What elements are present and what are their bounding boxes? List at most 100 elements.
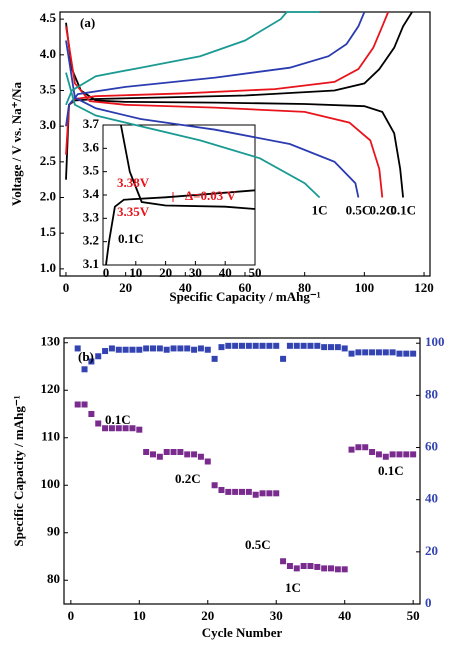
y-tick-label: 120 [41,381,61,396]
data-point [102,425,109,432]
data-point [239,488,245,495]
data-point [122,346,129,353]
data-line [105,124,256,266]
data-point [328,565,334,572]
data-point [211,482,218,489]
data-point [334,566,341,573]
y-tick-label: 3.1 [83,256,99,271]
data-point [143,345,150,352]
data-point [163,346,170,353]
data-point [293,565,300,572]
y-tick-label: 3.2 [83,233,99,248]
data-point [362,444,369,451]
data-point [266,490,273,497]
data-point [74,345,81,352]
y-tick-label: 3.5 [83,163,100,178]
y2-tick-label: 20 [425,543,438,558]
x-tick-label: 120 [414,280,434,295]
data-point [273,342,280,349]
y2-tick-label: 60 [425,439,438,454]
annotation: 0.1C [105,412,131,427]
x-tick-label: 30 [270,608,283,623]
x-tick-label: 100 [355,280,375,295]
y-tick-label: 4.0 [40,46,56,61]
y-tick-label: 3.0 [40,117,56,132]
data-point [334,344,341,351]
y2-tick-label: 40 [425,491,438,506]
data-point [314,563,321,570]
data-point [245,488,252,495]
data-point [396,350,403,357]
data-point [95,353,102,360]
data-point [218,487,225,493]
y-tick-label: 3.5 [40,81,57,96]
x-tick-label: 80 [298,280,311,295]
data-point [156,453,163,460]
x-tick-label: 0 [68,608,75,623]
data-point [232,488,239,495]
data-point [108,425,115,432]
data-point [170,449,177,455]
data-point [115,425,122,432]
annotation: 0.2C [175,471,201,486]
x-tick-label: 20 [119,280,132,295]
data-point [362,349,369,356]
data-point [156,345,163,352]
data-point [252,491,259,498]
data-point [382,453,389,460]
x-tick-label: 20 [201,608,214,623]
data-point [95,420,102,427]
data-point [88,411,95,417]
data-point [197,345,204,352]
data-point [239,342,245,349]
data-point [382,349,389,356]
x-tick-label: 50 [249,265,262,280]
data-point [211,355,218,362]
data-point [218,344,225,351]
data-point [328,344,334,351]
data-point [136,426,143,433]
y-tick-label: 3.7 [83,116,100,131]
data-point [293,342,300,349]
annotation: 3.35V [117,204,150,219]
data-point [129,346,136,353]
data-line [65,11,321,199]
data-point [355,444,362,451]
series-label: 0.1C [390,202,416,217]
data-point [74,401,81,408]
data-point [341,566,348,573]
x-tick-label: 20 [159,265,172,280]
data-point [369,449,376,455]
data-point [389,451,396,458]
y2-tick-label: 100 [425,334,445,349]
data-point [129,425,136,432]
data-point [191,451,198,458]
x-tick-label: 50 [407,608,420,623]
data-point [321,344,328,351]
data-point [163,449,170,455]
data-point [410,451,417,458]
data-point [307,563,314,569]
data-point [369,349,376,356]
data-point [321,565,328,572]
y-tick-label: 2.5 [40,153,57,168]
y-tick-label: 2.0 [40,188,56,203]
data-point [245,342,252,349]
data-point [410,350,417,357]
x-tick-label: 40 [219,265,232,280]
frame-b [63,337,421,605]
data-point [252,342,259,349]
data-point [375,349,382,356]
data-point [300,563,307,569]
data-point [286,563,293,569]
annotation: (a) [80,15,95,30]
data-point [280,355,287,362]
data-point [108,345,115,352]
data-point [150,345,156,352]
y-tick-label: 130 [41,334,61,349]
y-axis-title: Voltage / V vs. Na⁺/Na [9,82,24,206]
annotation: Δ=0.03 V [185,188,237,203]
data-point [259,342,266,349]
y-tick-label: 3.6 [83,139,100,154]
data-point [170,345,177,352]
